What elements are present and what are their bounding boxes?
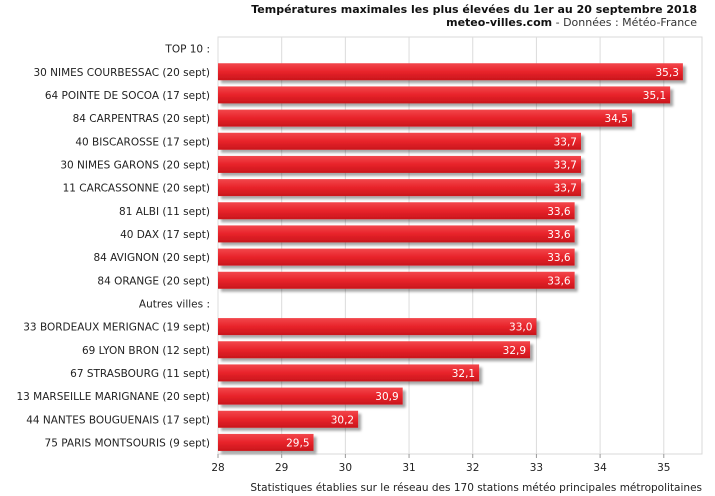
bar-value-label: 33,7 xyxy=(554,136,577,148)
category-label: 40 BISCAROSSE (17 sept) xyxy=(75,136,210,148)
bar xyxy=(218,155,581,173)
x-tick-label: 33 xyxy=(530,462,543,474)
data-source: - Données : Météo-France xyxy=(552,16,697,29)
value-labels: 35,3 35,1 34,5 33,7 33,7 33,7 33,6 33,6 33,6 33,6… xyxy=(286,67,679,450)
x-tick-label: 29 xyxy=(275,462,288,474)
bar-value-label: 32,9 xyxy=(503,345,526,357)
bar xyxy=(218,271,575,289)
category-label: 64 POINTE DE SOCOA (17 sept) xyxy=(45,90,210,102)
bar xyxy=(218,179,581,197)
bar xyxy=(218,86,671,104)
bar xyxy=(218,63,683,81)
bar-value-label: 32,1 xyxy=(452,368,475,380)
footnote: Statistiques établies sur le réseau des … xyxy=(250,482,702,494)
category-label: 30 NIMES GARONS (20 sept) xyxy=(60,159,210,171)
bar-value-label: 33,6 xyxy=(547,206,571,218)
bar-value-label: 35,1 xyxy=(643,90,666,102)
bar-value-label: 35,3 xyxy=(656,67,679,79)
x-tick-label: 32 xyxy=(466,462,479,474)
category-label: 11 CARCASSONNE (20 sept) xyxy=(63,183,210,195)
x-tick-label: 30 xyxy=(339,462,352,474)
bar xyxy=(218,225,575,243)
x-tick-label: 31 xyxy=(402,462,415,474)
bar xyxy=(218,132,581,150)
bar xyxy=(218,318,537,336)
bar-value-label: 33,6 xyxy=(547,229,571,241)
bar-value-label: 29,5 xyxy=(286,437,309,449)
category-label: 84 ORANGE (20 sept) xyxy=(97,275,210,287)
category-label: 67 STRASBOURG (11 sept) xyxy=(70,368,210,380)
bar-value-label: 33,6 xyxy=(547,275,571,287)
plot-area: TOP 10 : 30 NIMES COURBESSAC (20 sept) 64 … xyxy=(16,36,703,474)
x-tick-label: 28 xyxy=(211,462,224,474)
bar-value-label: 34,5 xyxy=(605,113,628,125)
bar xyxy=(218,341,531,359)
x-tick-label: 35 xyxy=(657,462,670,474)
bar xyxy=(218,433,314,451)
category-label: 33 BORDEAUX MERIGNAC (19 sept) xyxy=(23,322,210,334)
bar xyxy=(218,387,403,405)
category-label: 75 PARIS MONTSOURIS (9 sept) xyxy=(45,437,210,449)
category-label: 81 ALBI (11 sept) xyxy=(119,206,210,218)
bar xyxy=(218,248,575,266)
bar xyxy=(218,410,359,428)
bar xyxy=(218,364,480,382)
category-labels: TOP 10 : 30 NIMES COURBESSAC (20 sept) 64 … xyxy=(16,44,210,450)
chart-title: Températures maximales les plus élevées … xyxy=(251,3,697,16)
gridlines xyxy=(217,36,703,455)
bar xyxy=(218,202,575,220)
group-header-label: Autres villes : xyxy=(139,298,210,310)
bar-value-label: 33,7 xyxy=(554,159,577,171)
bar-value-label: 33,7 xyxy=(554,183,577,195)
bar xyxy=(218,109,632,127)
bar-value-label: 30,9 xyxy=(375,391,398,403)
chart-subtitle: meteo-villes.com - Données : Météo-Franc… xyxy=(446,16,697,29)
category-label: 40 DAX (17 sept) xyxy=(120,229,210,241)
category-label: 84 CARPENTRAS (20 sept) xyxy=(73,113,210,125)
category-label: 84 AVIGNON (20 sept) xyxy=(93,252,210,264)
category-label: 13 MARSEILLE MARIGNANE (20 sept) xyxy=(16,391,210,403)
category-label: 44 NANTES BOUGUENAIS (17 sept) xyxy=(26,414,210,426)
site-name: meteo-villes.com xyxy=(446,16,552,29)
bar-value-label: 30,2 xyxy=(331,414,354,426)
x-tick-label: 34 xyxy=(593,462,607,474)
bar-value-label: 33,6 xyxy=(547,252,571,264)
x-axis-ticks: 28 29 30 31 32 33 34 35 xyxy=(211,454,670,474)
category-label: 30 NIMES COURBESSAC (20 sept) xyxy=(33,67,210,79)
bars xyxy=(218,63,683,451)
group-header-label: TOP 10 : xyxy=(164,44,210,56)
bar-value-label: 33,0 xyxy=(509,322,532,334)
category-label: 69 LYON BRON (12 sept) xyxy=(82,345,210,357)
